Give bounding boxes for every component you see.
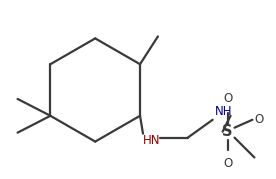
Text: NH: NH bbox=[215, 105, 232, 118]
Text: S: S bbox=[222, 124, 233, 139]
Text: HN: HN bbox=[143, 134, 161, 147]
Text: O: O bbox=[223, 92, 232, 105]
Text: O: O bbox=[254, 113, 264, 126]
Text: O: O bbox=[223, 158, 232, 170]
